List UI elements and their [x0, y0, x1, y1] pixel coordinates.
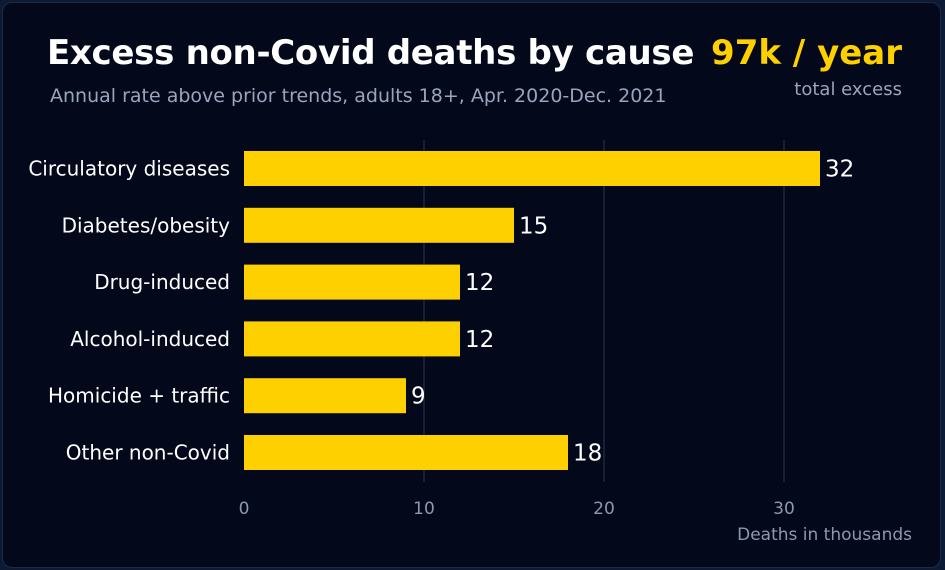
value-label: 12 [465, 270, 494, 296]
chart-title: Excess non-Covid deaths by cause [47, 33, 695, 73]
category-label: Homicide + traffic [48, 384, 230, 408]
bar [244, 378, 406, 414]
total-excess-value: 97k / year [711, 33, 902, 73]
bar [244, 264, 460, 300]
bar [244, 321, 460, 357]
value-label: 32 [825, 157, 854, 183]
category-label: Alcohol-induced [70, 327, 230, 351]
chart-subtitle: Annual rate above prior trends, adults 1… [50, 85, 667, 107]
x-tick-label: 20 [593, 499, 615, 519]
value-label: 12 [465, 327, 494, 353]
category-label: Other non-Covid [66, 441, 230, 465]
value-label: 15 [519, 213, 548, 239]
value-label: 18 [573, 441, 602, 467]
total-excess-label: total excess [794, 79, 902, 100]
category-label: Circulatory diseases [28, 157, 230, 181]
x-tick-label: 0 [239, 499, 250, 519]
bar [244, 151, 820, 186]
category-label: Drug-induced [94, 270, 230, 294]
x-tick-label: 30 [773, 499, 795, 519]
bar [244, 207, 514, 243]
category-label: Diabetes/obesity [62, 213, 231, 237]
value-label: 9 [411, 384, 426, 410]
x-tick-label: 10 [413, 499, 435, 519]
bar [244, 435, 568, 470]
x-axis-title: Deaths in thousands [737, 525, 912, 545]
